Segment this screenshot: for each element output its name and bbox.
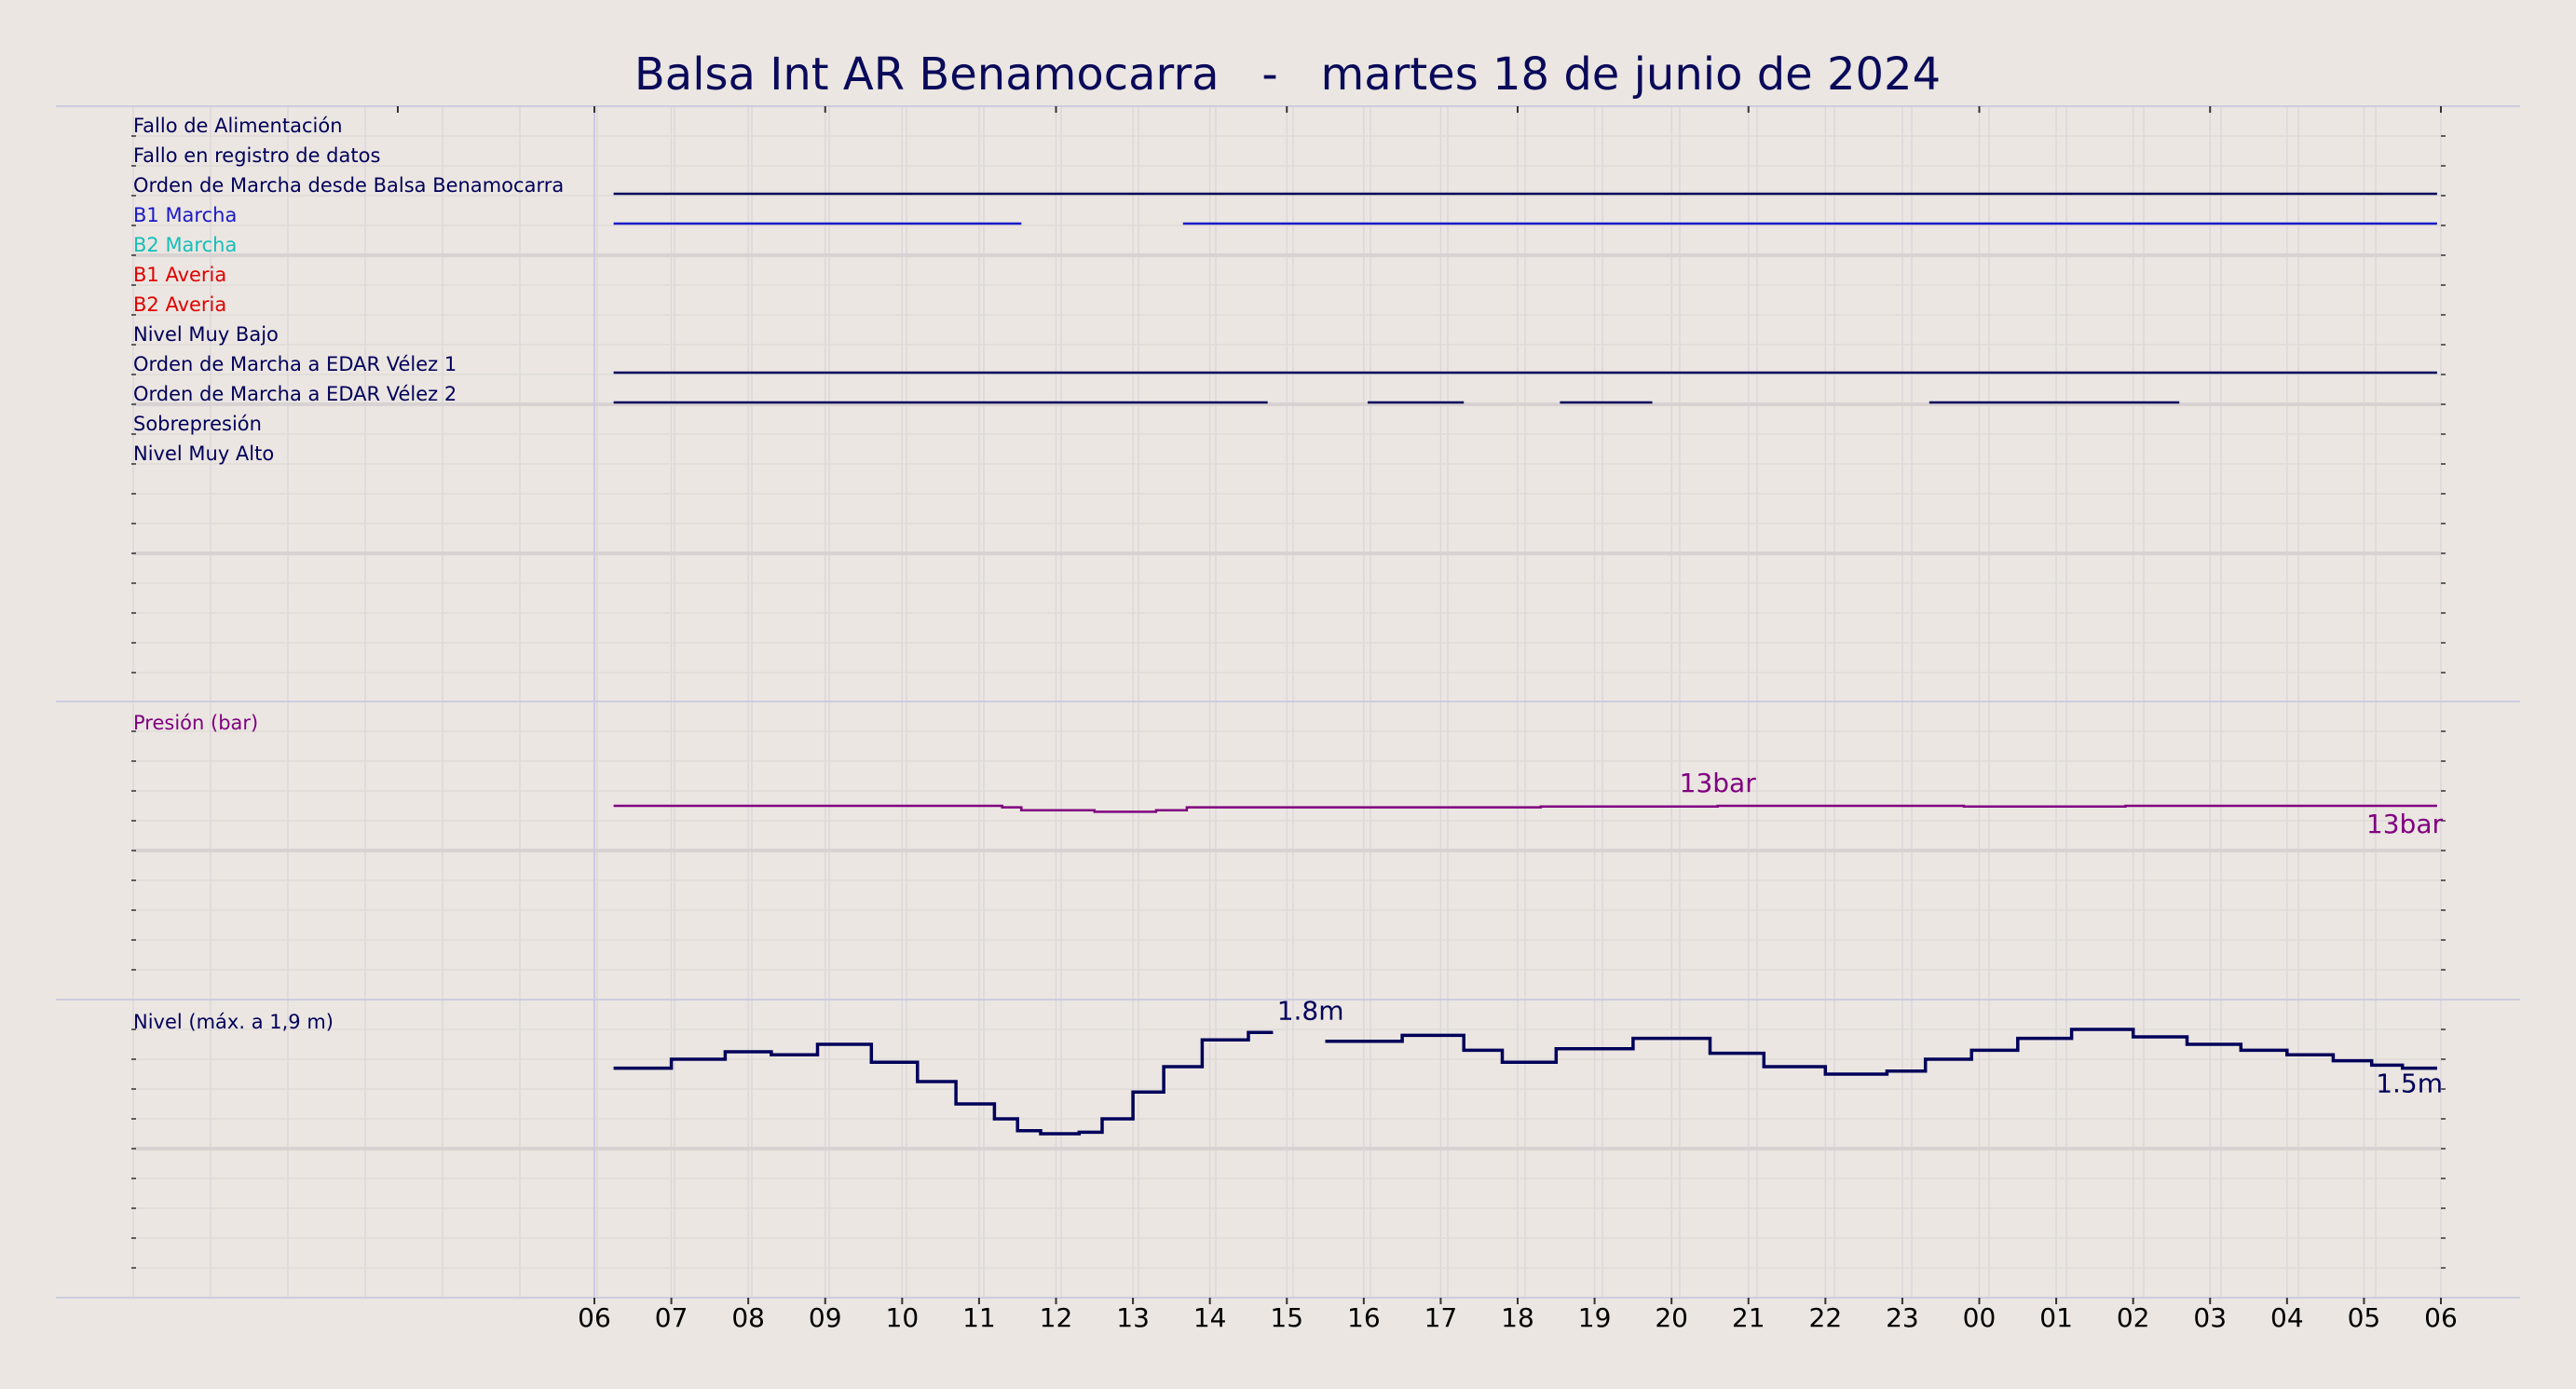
- x-tick-label: 01: [2039, 1302, 2073, 1333]
- x-tick-label: 09: [809, 1302, 842, 1333]
- x-tick-label: 05: [2348, 1302, 2381, 1333]
- x-tick-label: 15: [1270, 1302, 1303, 1333]
- pressure-series-line: [613, 804, 2437, 813]
- x-tick-label: 19: [1578, 1302, 1612, 1333]
- panel-frames: [56, 105, 2520, 1299]
- signal-label: B2 Marcha: [133, 234, 237, 256]
- level-series-line: [613, 1030, 1274, 1136]
- x-tick-label: 02: [2117, 1302, 2150, 1333]
- signal-label: B1 Averia: [133, 264, 226, 286]
- x-tick-label: 16: [1347, 1302, 1381, 1333]
- x-tick-label: 18: [1501, 1302, 1534, 1333]
- signal-label: Sobrepresión: [133, 413, 262, 435]
- level-peak-label: 1.8m: [1277, 996, 1344, 1027]
- x-tick-label: 17: [1424, 1302, 1458, 1333]
- signal-label: B1 Marcha: [133, 204, 237, 226]
- signal-label: Orden de Marcha desde Balsa Benamocarra: [133, 174, 564, 197]
- x-tick-label: 04: [2270, 1302, 2304, 1333]
- x-tick-label: 13: [1116, 1302, 1150, 1333]
- signal-label: B2 Averia: [133, 293, 226, 316]
- level-label: Nivel (máx. a 1,9 m): [133, 1011, 334, 1033]
- x-tick-label: 23: [1886, 1302, 1919, 1333]
- x-tick-label: 21: [1732, 1302, 1765, 1333]
- level-last-label: 1.5m: [2376, 1069, 2443, 1099]
- x-tick-label: 10: [886, 1302, 920, 1333]
- x-tick-label: 06: [2424, 1302, 2458, 1333]
- x-axis: 06 07 08 09 10 11 12 13 14 15 16 17 18 19 20 21 22 23 00 01…: [578, 1298, 2458, 1333]
- x-tick-label: 07: [655, 1302, 688, 1333]
- x-tick-label: 08: [731, 1302, 765, 1333]
- x-tick-label: 20: [1655, 1302, 1688, 1333]
- signal-label: Fallo en registro de datos: [133, 144, 380, 167]
- x-tick-label: 22: [1809, 1302, 1843, 1333]
- digital-panel: Fallo de Alimentación Fallo en registro d…: [133, 115, 2437, 465]
- pressure-last-label: 13bar: [2366, 809, 2444, 839]
- x-tick-label: 11: [962, 1302, 996, 1333]
- signal-label: Orden de Marcha a EDAR Vélez 1: [133, 353, 457, 375]
- level-panel: Nivel (máx. a 1,9 m) 1.8m 1.5m: [133, 996, 2443, 1136]
- pressure-peak-label: 13bar: [1680, 768, 1757, 798]
- signal-label: Fallo de Alimentación: [133, 115, 343, 137]
- x-tick-label: 12: [1040, 1302, 1073, 1333]
- chart-title: Balsa Int AR Benamocarra - martes 18 de …: [634, 48, 1941, 101]
- x-tick-label: 00: [1963, 1302, 1997, 1333]
- x-tick-label: 06: [578, 1302, 611, 1333]
- signal-label: Orden de Marcha a EDAR Vélez 2: [133, 383, 457, 405]
- pressure-panel: Presión (bar) 13bar 13bar: [133, 712, 2443, 839]
- pressure-label: Presión (bar): [133, 712, 258, 734]
- x-tick-label: 14: [1193, 1302, 1227, 1333]
- signal-label: Nivel Muy Alto: [133, 443, 274, 465]
- level-series-line: [1325, 1028, 2437, 1076]
- x-tick-label: 03: [2193, 1302, 2227, 1333]
- signal-label: Nivel Muy Bajo: [133, 323, 279, 346]
